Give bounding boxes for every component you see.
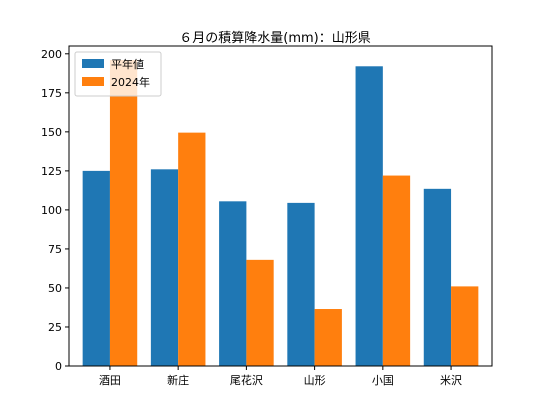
bar-normal-3 (287, 202, 315, 366)
x-tick-label-3: 山形 (304, 374, 326, 387)
bar-normal-4 (355, 66, 383, 366)
y-tick-label-4: 100 (41, 204, 62, 217)
bar-normal-0 (82, 170, 110, 366)
legend-label-1: 2024年 (111, 75, 150, 89)
bar-year-0 (109, 60, 138, 367)
y-tick-label-7: 175 (41, 87, 62, 100)
bar-normal-1 (150, 169, 179, 366)
legend-swatch-1 (82, 77, 104, 86)
y-tick-label-6: 150 (41, 126, 62, 139)
legend: 平年値 2024年 (74, 51, 162, 97)
y-tick-label-3: 75 (48, 243, 62, 256)
legend-label-0: 平年値 (111, 57, 144, 71)
bar-normal-2 (219, 201, 247, 366)
chart-title: ６月の積算降水量(mm)：山形県 (179, 31, 370, 46)
axes-frame (68, 45, 493, 367)
plot-area (82, 60, 479, 367)
bar-year-4 (382, 175, 411, 366)
bar-year-1 (178, 132, 206, 366)
bar-year-5 (451, 286, 479, 366)
bar-year-3 (314, 309, 342, 366)
x-tick-label-0: 酒田 (99, 374, 121, 387)
axes: 0 25 50 75 100 125 150 175 200 酒田 新庄 尾花沢 山形 小国 米沢 (41, 45, 493, 387)
y-tick-label-0: 0 (55, 360, 62, 373)
legend-swatch-0 (82, 59, 104, 68)
bar-year-2 (246, 259, 274, 366)
y-tick-label-2: 50 (48, 282, 62, 295)
y-tick-label-8: 200 (41, 48, 62, 61)
x-tick-label-4: 小国 (372, 374, 394, 387)
x-tick-label-1: 新庄 (167, 373, 189, 387)
y-tick-label-1: 25 (48, 321, 62, 334)
bar-normal-5 (423, 188, 452, 366)
x-tick-label-5: 米沢 (440, 373, 462, 387)
y-tick-label-5: 125 (41, 165, 62, 178)
x-tick-label-2: 尾花沢 (230, 373, 263, 387)
